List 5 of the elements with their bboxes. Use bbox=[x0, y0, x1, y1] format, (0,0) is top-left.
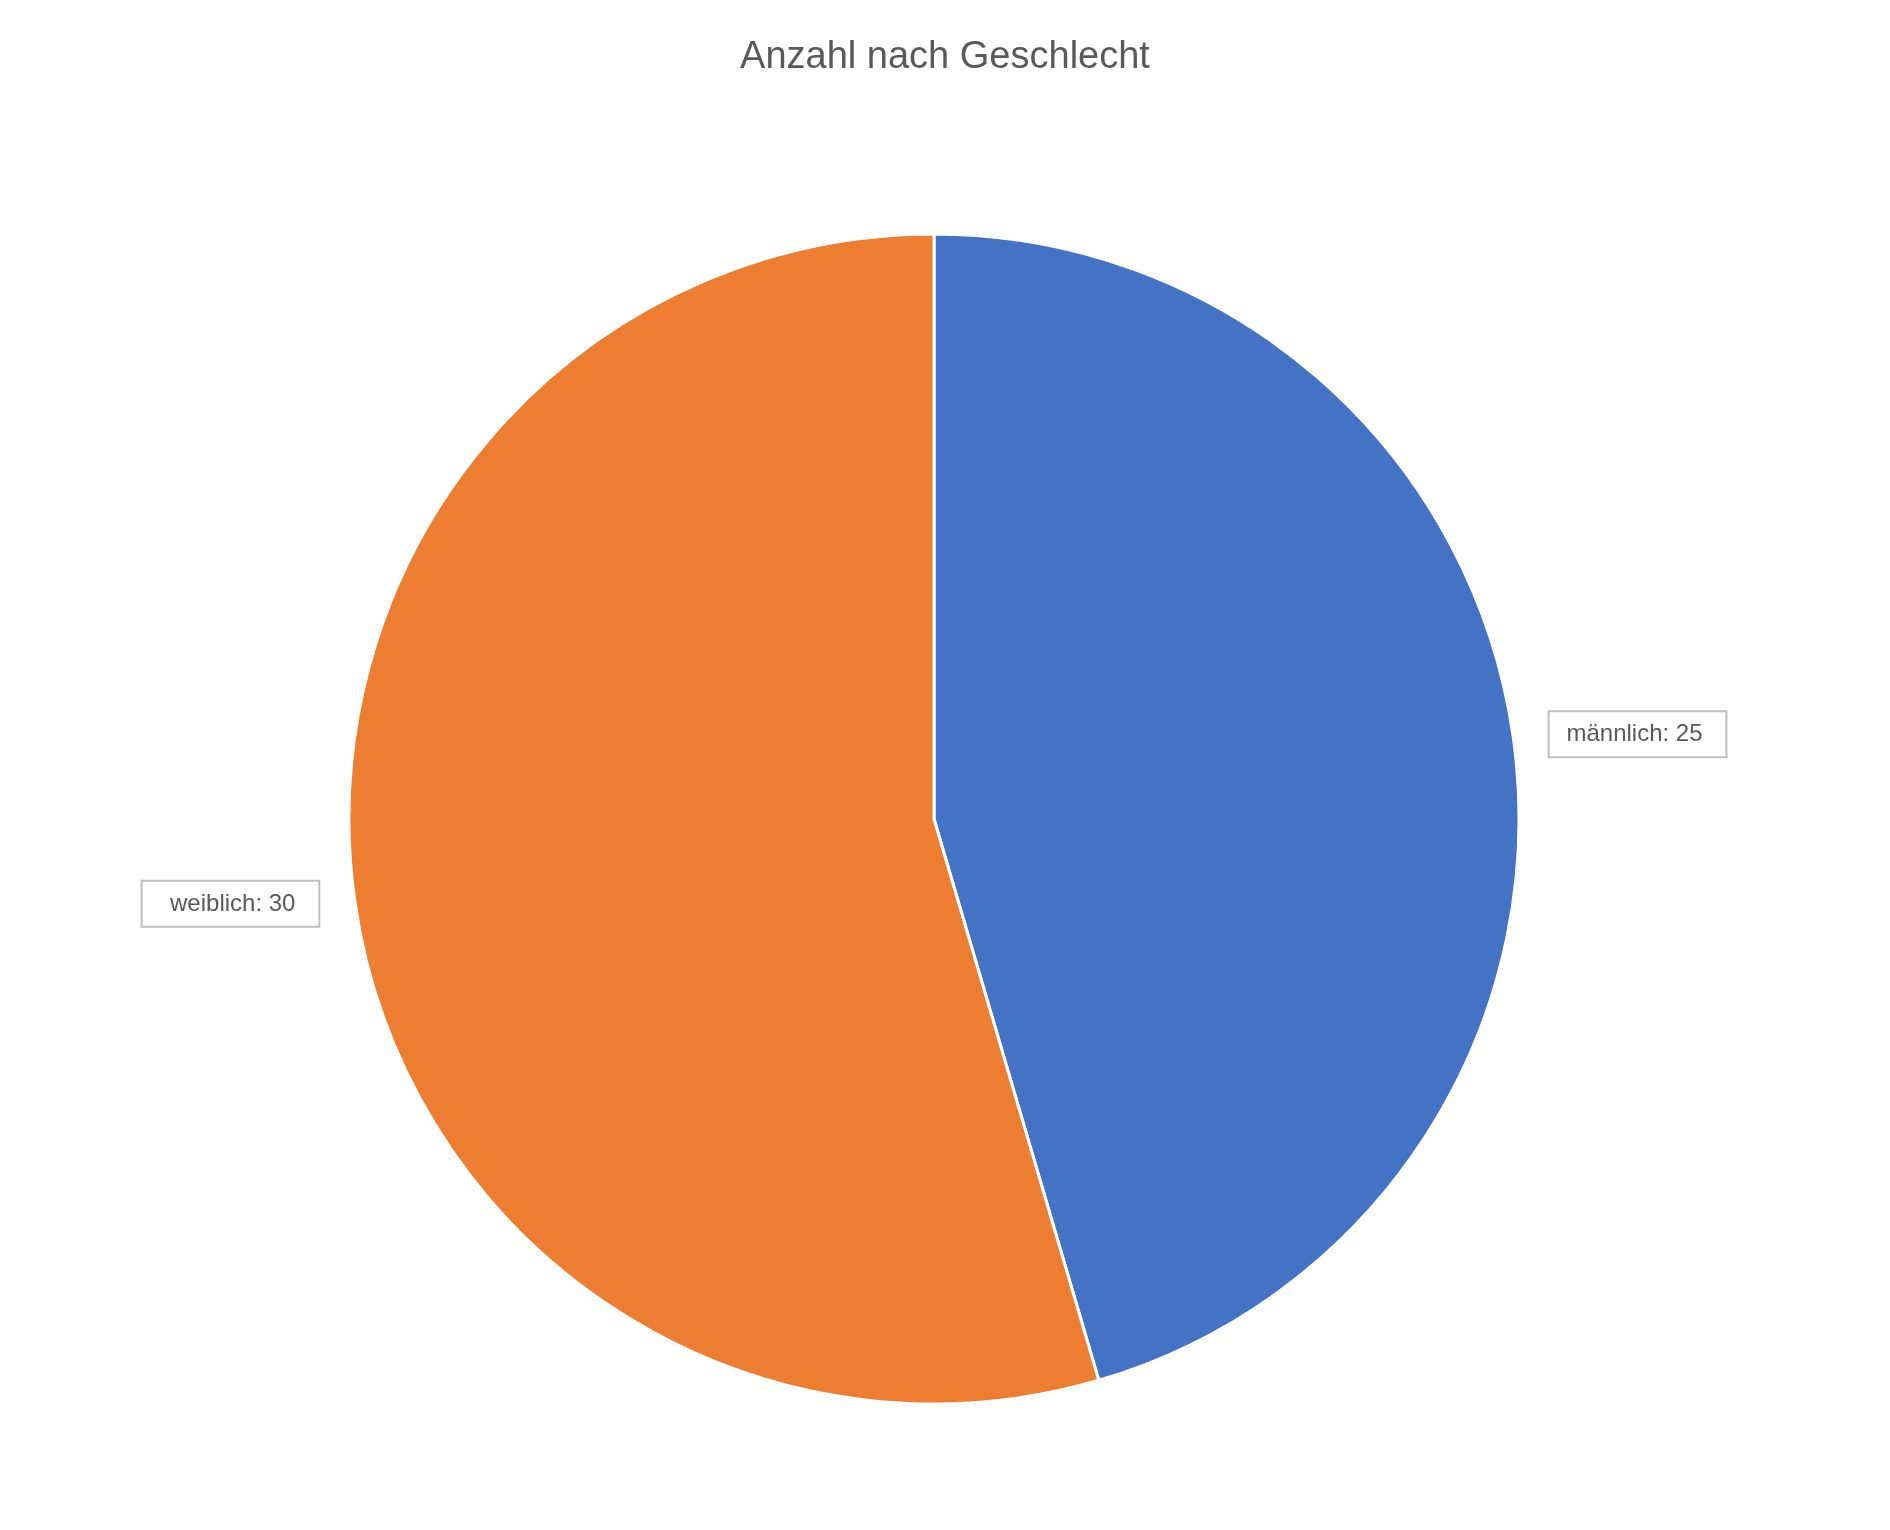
data-label: : 25 bbox=[1662, 719, 1703, 747]
data-label: : 30 bbox=[255, 888, 296, 916]
slice-label: männlich bbox=[1566, 719, 1663, 747]
slice-label: weiblich bbox=[169, 888, 256, 916]
chart-title: Anzahl nach Geschlecht bbox=[740, 34, 1151, 76]
